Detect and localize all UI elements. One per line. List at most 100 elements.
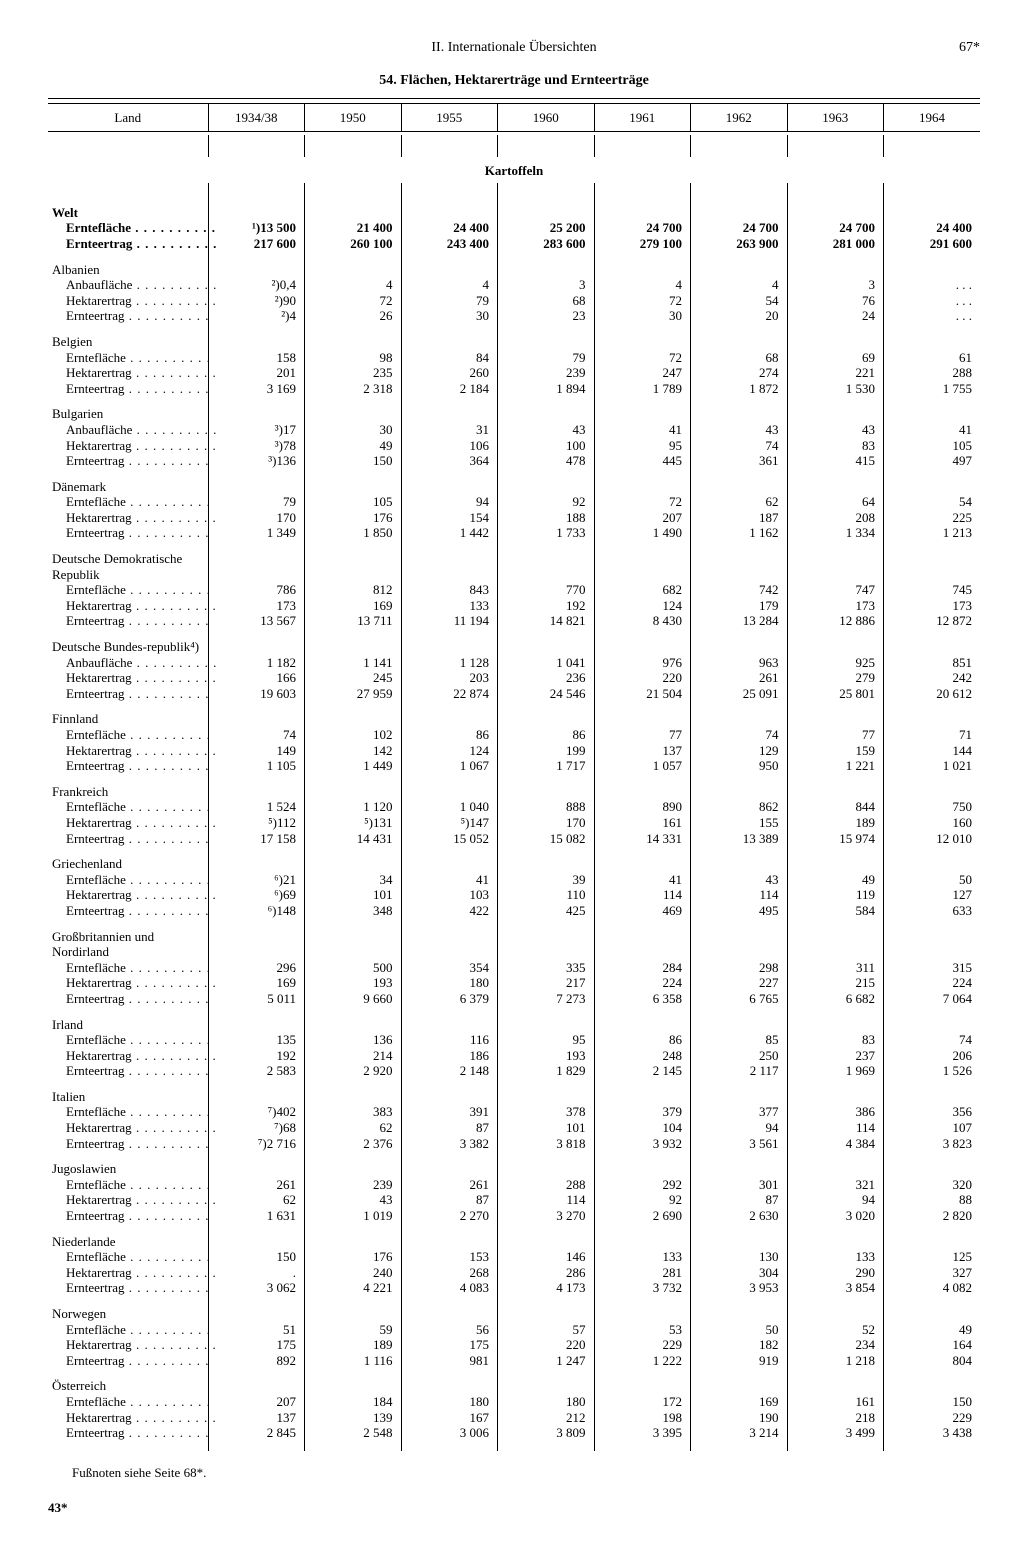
data-cell: 750 [884,799,981,815]
data-cell: 25 091 [691,686,788,702]
country-name: Frankreich [48,784,208,800]
data-cell: 150 [305,453,402,469]
data-cell: 144 [884,743,981,759]
data-cell: 261 [691,670,788,686]
footnote: Fußnoten siehe Seite 68*. [48,1465,980,1481]
data-cell: 192 [208,1048,305,1064]
data-cell: 30 [401,308,498,324]
data-cell: 1 218 [787,1353,884,1369]
data-cell: 234 [787,1337,884,1353]
data-cell: 173 [884,598,981,614]
data-cell: 52 [787,1322,884,1338]
data-cell: 19 603 [208,686,305,702]
data-cell: 2 184 [401,381,498,397]
data-cell: 843 [401,582,498,598]
data-cell: ⁶)21 [208,872,305,888]
data-cell: 150 [884,1394,981,1410]
data-cell: 1 213 [884,525,981,541]
data-cell: 281 000 [787,236,884,252]
data-cell: 286 [498,1265,595,1281]
data-cell: 976 [594,655,691,671]
data-cell: 72 [594,350,691,366]
data-cell: 208 [787,510,884,526]
data-cell: 1 449 [305,758,402,774]
data-cell: 15 052 [401,831,498,847]
country-name: Albanien [48,262,208,278]
metric-label: Ernteertrag [48,1208,208,1224]
data-cell: 161 [787,1394,884,1410]
data-cell: 61 [884,350,981,366]
data-cell: 206 [884,1048,981,1064]
data-cell: 3 020 [787,1208,884,1224]
metric-label: Hektarertrag [48,438,208,454]
data-cell: 770 [498,582,595,598]
metric-label: Hektarertrag [48,598,208,614]
data-cell: 43 [691,872,788,888]
data-cell: 104 [594,1120,691,1136]
data-cell: 1 349 [208,525,305,541]
data-cell: 180 [498,1394,595,1410]
data-cell: 215 [787,975,884,991]
data-cell: ⁵)112 [208,815,305,831]
data-cell: 5 011 [208,991,305,1007]
data-cell: 3 499 [787,1425,884,1441]
metric-label: Erntefläche [48,799,208,815]
data-cell: 133 [787,1249,884,1265]
data-cell: 72 [594,293,691,309]
data-cell: 154 [401,510,498,526]
data-cell: 1 067 [401,758,498,774]
data-cell: 3 395 [594,1425,691,1441]
data-cell: 20 [691,308,788,324]
data-cell: 747 [787,582,884,598]
data-cell: 30 [594,308,691,324]
data-cell: 188 [498,510,595,526]
data-cell: 377 [691,1104,788,1120]
data-cell: 62 [208,1192,305,1208]
data-cell: 39 [498,872,595,888]
data-cell: 1 041 [498,655,595,671]
data-cell: 1 040 [401,799,498,815]
data-cell: 786 [208,582,305,598]
data-cell: 13 284 [691,613,788,629]
data-cell: 3 006 [401,1425,498,1441]
data-cell: 158 [208,350,305,366]
data-cell: 87 [401,1120,498,1136]
data-cell: 6 358 [594,991,691,1007]
country-name: Italien [48,1089,208,1105]
data-cell: 62 [305,1120,402,1136]
data-cell: 888 [498,799,595,815]
data-cell: 745 [884,582,981,598]
metric-label: Erntefläche [48,582,208,598]
metric-label: Hektarertrag [48,510,208,526]
data-cell: 74 [208,727,305,743]
data-cell: 1 829 [498,1063,595,1079]
data-cell: 49 [305,438,402,454]
data-cell: 24 546 [498,686,595,702]
data-cell: 212 [498,1410,595,1426]
table-head: Land1934/381950195519601961196219631964 [48,98,980,135]
data-cell: 281 [594,1265,691,1281]
country-name: Großbritannien und Nordirland [48,929,208,960]
data-cell: 311 [787,960,884,976]
data-cell: 6 765 [691,991,788,1007]
metric-label: Anbaufläche [48,422,208,438]
data-cell: 261 [208,1177,305,1193]
data-cell: 1 524 [208,799,305,815]
data-cell: 169 [691,1394,788,1410]
data-cell: 170 [208,510,305,526]
data-cell: 49 [787,872,884,888]
data-cell: 207 [208,1394,305,1410]
data-cell: 125 [884,1249,981,1265]
data-cell: ²)90 [208,293,305,309]
data-cell: 94 [787,1192,884,1208]
data-cell: ¹)13 500 [208,220,305,236]
data-cell: 189 [787,815,884,831]
data-cell: 92 [594,1192,691,1208]
data-cell: 2 270 [401,1208,498,1224]
data-cell: 72 [305,293,402,309]
data-cell: 3 [787,277,884,293]
data-cell: 86 [401,727,498,743]
data-cell: 9 660 [305,991,402,1007]
data-cell: 4 173 [498,1280,595,1296]
data-cell: 335 [498,960,595,976]
